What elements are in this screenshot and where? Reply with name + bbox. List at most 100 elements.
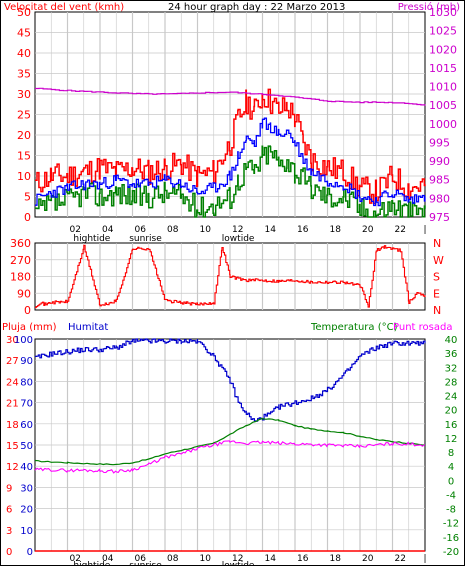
th-hour-label-18: 18 [330,554,342,564]
wind-hour-label-06: 06 [135,225,147,235]
temperature-tick--8: -8 [446,505,456,516]
wind-tick-45: 45 [17,27,31,40]
pressure-tick-1020: 1020 [429,43,457,56]
temperature-tick-36: 36 [445,349,458,360]
pressure-tick-1025: 1025 [429,25,457,38]
wind-hour-label-04: 04 [102,225,114,235]
temperature-tick-12: 12 [445,434,458,445]
wind-hour-label-10: 10 [200,225,212,235]
th-event-lowtide: lowtide [222,561,255,566]
rain-tick-21: 21 [6,399,19,410]
wind-hour-label-14: 14 [265,225,277,235]
pressure-tick-995: 995 [429,136,450,149]
humidity-tick-50: 50 [20,441,33,452]
temperature-tick-32: 32 [445,363,458,374]
temperature-tick-28: 28 [445,377,458,388]
th-hour-label-12: 12 [232,554,243,564]
dewpoint-axis-title: Punt rosada [393,322,452,333]
series-wind-avg [35,117,426,207]
series-temperature [34,417,426,466]
compass-label-2: S [433,271,440,284]
wind-tick-0: 0 [24,211,31,224]
humidity-tick-60: 60 [20,420,33,431]
series-dewpoint [34,440,426,474]
temperature-tick-20: 20 [445,406,458,417]
humidity-tick-80: 80 [20,377,33,388]
humidity-tick-20: 20 [20,505,33,516]
th-hour-label-14: 14 [265,554,277,564]
th-hour-label-20: 20 [362,554,374,564]
pressure-tick-1015: 1015 [429,62,457,75]
wind-hour-label-16: 16 [297,225,309,235]
wind-hour-label-22: 22 [395,225,406,235]
series-wind-min [35,145,426,218]
wind-event-sunrise: sunrise [129,234,162,244]
compass-label-4: N [433,304,441,317]
series-humidity [35,338,426,422]
pressure-tick-980: 980 [429,192,450,205]
direction-tick-0: 0 [24,304,31,317]
wind-axis-title: Velocitat del vent (kmh) [4,2,124,13]
rain-tick-9: 9 [6,483,12,494]
th-hour-label-|: | [423,554,426,564]
wind-tick-15: 15 [17,150,31,163]
wind-hour-label-08: 08 [167,225,179,235]
humidity-tick-0: 0 [27,547,33,558]
wind-hour-label-02: 02 [70,225,81,235]
rain-tick-3: 3 [6,526,12,537]
series-direction [35,244,426,309]
th-hour-label-06: 06 [135,554,147,564]
direction-tick-270: 270 [10,254,31,267]
temperature-tick--16: -16 [443,533,459,544]
pressure-axis-title: Pressió (mb) [398,1,460,13]
temperature-tick-16: 16 [445,420,458,431]
th-hour-label-22: 22 [395,554,406,564]
pressure-tick-975: 975 [429,211,450,224]
wind-tick-30: 30 [17,88,31,101]
wind-tick-5: 5 [24,191,31,204]
wind-tick-35: 35 [17,68,31,81]
temperature-tick-0: 0 [448,476,454,487]
temperature-tick--20: -20 [443,547,459,558]
graph-title: 24 hour graph day : 22 Marzo 2013 [168,2,345,13]
pressure-tick-990: 990 [429,155,450,168]
rain-tick-15: 15 [6,441,19,452]
wind-tick-40: 40 [17,47,31,60]
temperature-axis-title: Temperatura (°C) [310,322,398,333]
series-pressure [35,87,426,106]
compass-label-3: E [433,287,440,300]
humidity-tick-40: 40 [20,462,33,473]
compass-label-1: W [433,254,444,267]
wind-tick-50: 50 [17,6,31,19]
humidity-tick-10: 10 [20,526,33,537]
th-hour-label-08: 08 [167,554,179,564]
rain-tick-12: 12 [6,462,19,473]
rain-axis-title: Pluja (mm) [2,322,57,333]
direction-tick-360: 360 [10,237,31,250]
wind-hour-label-18: 18 [330,225,342,235]
wind-tick-10: 10 [17,170,31,183]
rain-tick-18: 18 [6,420,19,431]
temperature-tick-8: 8 [448,448,454,459]
th-hour-label-10: 10 [200,554,212,564]
th-hour-label-04: 04 [102,554,114,564]
wind-tick-25: 25 [17,109,31,122]
th-event-hightide: hightide [73,561,110,566]
wind-hour-label-12: 12 [232,225,243,235]
temperature-tick--12: -12 [443,519,459,530]
humidity-tick-90: 90 [20,356,33,367]
wind-event-lowtide: lowtide [222,234,255,244]
rain-tick-24: 24 [6,377,19,388]
humidity-tick-100: 100 [14,335,33,346]
pressure-tick-985: 985 [429,174,450,187]
temperature-tick-40: 40 [445,335,458,346]
rain-tick-6: 6 [6,505,12,516]
th-event-sunrise: sunrise [129,561,162,566]
temperature-tick-4: 4 [448,462,454,473]
humidity-tick-70: 70 [20,399,33,410]
pressure-tick-1005: 1005 [429,99,457,112]
compass-label-0: N [433,237,441,250]
pressure-tick-1010: 1010 [429,81,457,94]
